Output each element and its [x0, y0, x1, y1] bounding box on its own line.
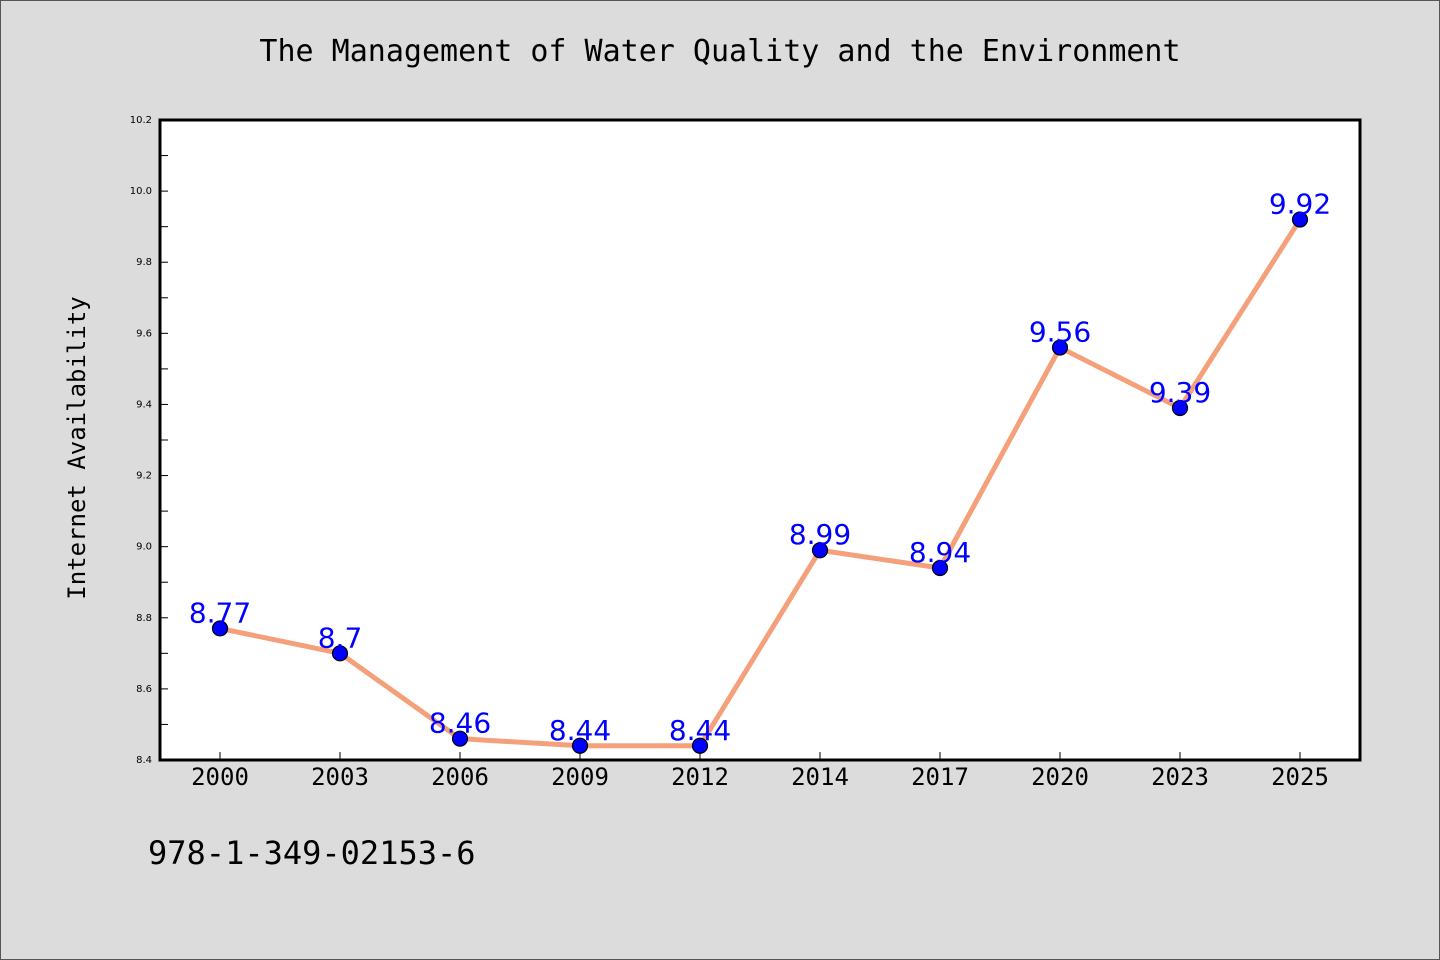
- series-group: [211, 211, 1309, 754]
- y-tick-label: 9.2: [136, 471, 152, 482]
- x-tick-label: 2006: [431, 763, 489, 791]
- data-label: 9.56: [1029, 316, 1091, 349]
- series-line: [217, 217, 1303, 749]
- chart-title: The Management of Water Quality and the …: [259, 34, 1181, 69]
- y-axis-ticks: 8.4 8.6 8.8 9.0 9.2 9.4 9.6 9.8 10.0 10.2: [130, 115, 168, 766]
- y-tick-label: 8.6: [136, 684, 152, 695]
- footer-code: 978-1-349-02153-6: [148, 834, 476, 872]
- data-point: [211, 620, 229, 637]
- data-label: 9.39: [1149, 376, 1211, 409]
- x-tick-label: 2023: [1151, 763, 1209, 791]
- x-tick-label: 2000: [191, 763, 249, 791]
- x-tick-label: 2009: [551, 763, 609, 791]
- data-label: 8.77: [189, 596, 251, 629]
- y-tick-label: 9.6: [136, 328, 152, 339]
- data-label: 9.92: [1269, 188, 1331, 221]
- data-point: [1291, 211, 1309, 228]
- plot-area: [158, 118, 1362, 762]
- data-point: [571, 737, 589, 754]
- y-tick-label: 10.0: [130, 186, 152, 197]
- x-tick-label: 2012: [671, 763, 729, 791]
- x-tick-label: 2020: [1031, 763, 1089, 791]
- y-tick-label: 8.4: [136, 755, 152, 766]
- data-point: [331, 645, 349, 662]
- y-tick-label: 9.8: [136, 257, 152, 268]
- data-point: [451, 730, 469, 747]
- data-label: 8.44: [549, 714, 611, 747]
- data-point: [691, 737, 709, 754]
- y-tick-label: 9.4: [136, 399, 152, 410]
- x-tick-label: 2003: [311, 763, 369, 791]
- data-label: 8.46: [429, 707, 491, 740]
- y-tick-label: 10.2: [130, 115, 152, 126]
- y-tick-label: 9.0: [136, 542, 152, 553]
- y-axis-label: Internet Availability: [63, 296, 91, 599]
- x-tick-label: 2025: [1271, 763, 1329, 791]
- x-axis-ticks: 2000 2003 2006 2009 2012 2014 2017 2020 2023 2025: [191, 752, 1329, 791]
- data-label: 8.44: [669, 714, 731, 747]
- data-point: [1051, 339, 1069, 356]
- data-label: 8.99: [789, 518, 851, 551]
- x-tick-label: 2017: [911, 763, 969, 791]
- data-label: 8.94: [909, 536, 971, 569]
- y-tick-label: 8.8: [136, 613, 152, 624]
- data-point: [811, 542, 829, 559]
- data-labels: 8.77 8.7 8.46 8.44 8.44 8.99 8.94 9.56 9.39 9.92: [189, 188, 1331, 747]
- data-label: 8.7: [318, 621, 363, 654]
- data-point: [1171, 399, 1189, 417]
- data-point: [931, 559, 949, 577]
- x-tick-label: 2014: [791, 763, 849, 791]
